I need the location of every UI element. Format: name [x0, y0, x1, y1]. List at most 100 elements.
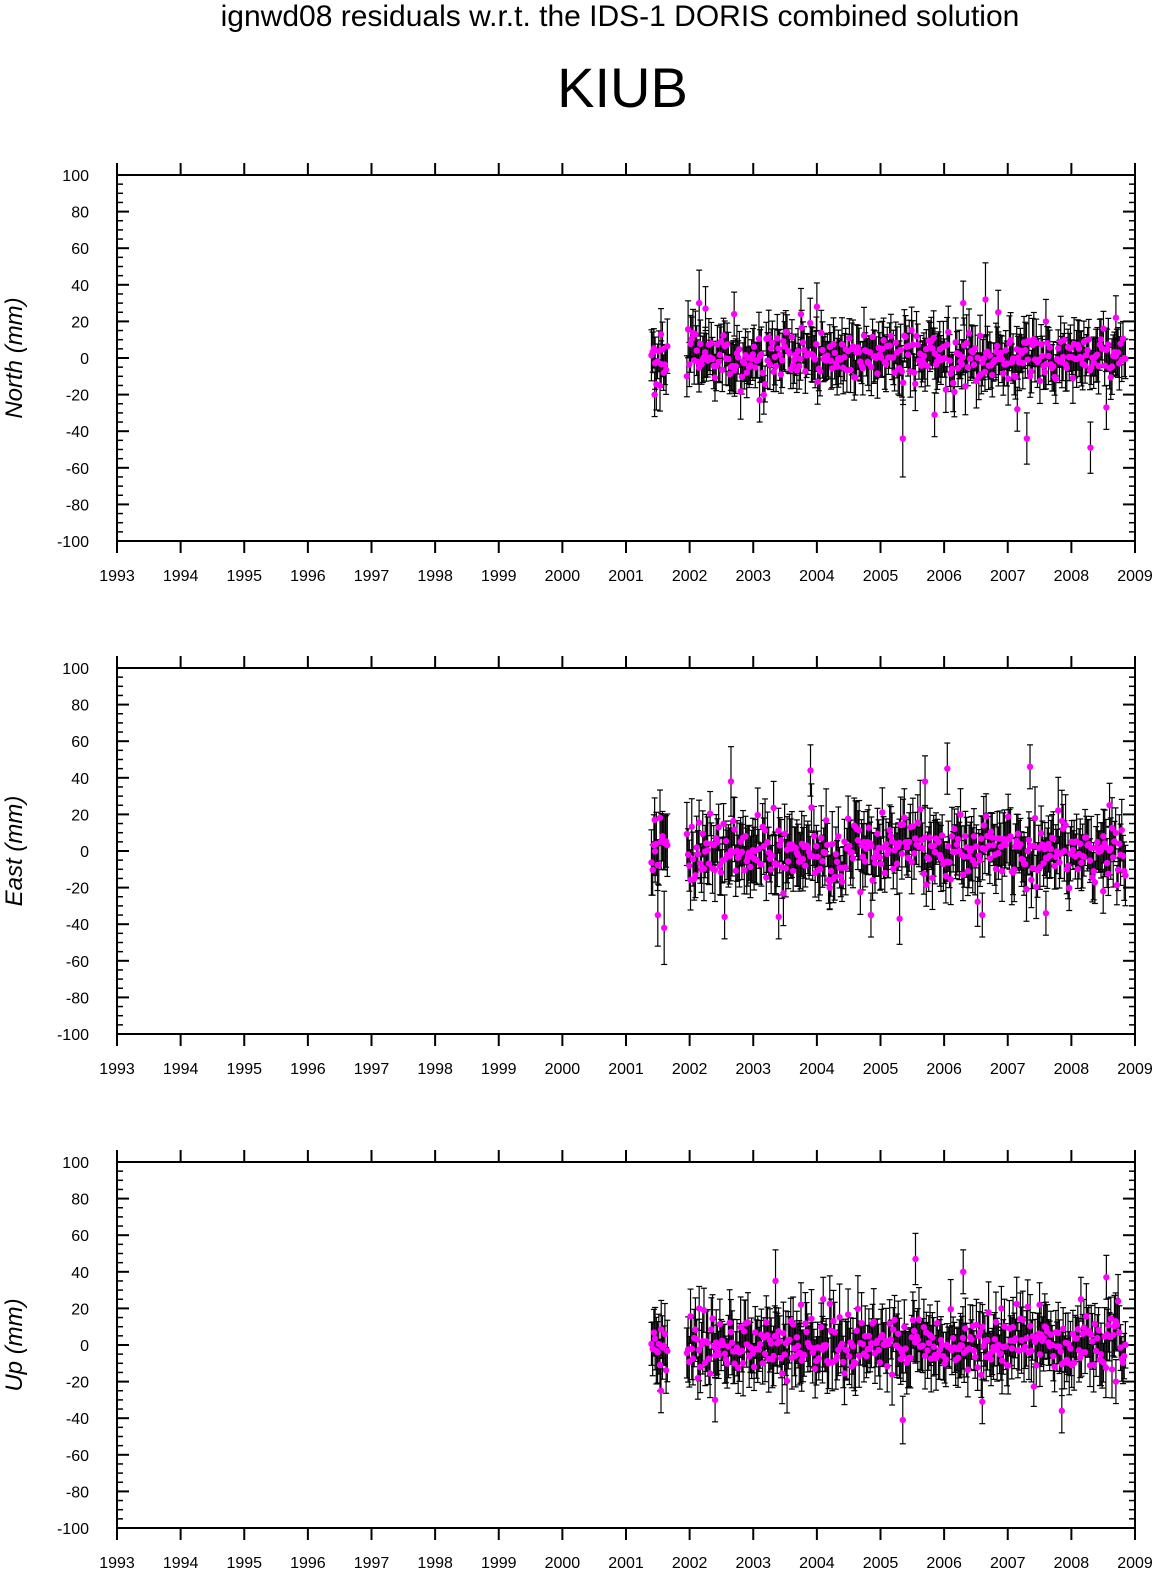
- data-point: [1077, 840, 1084, 847]
- data-point: [882, 360, 890, 368]
- data-point: [948, 832, 956, 840]
- data-point: [855, 1352, 863, 1360]
- data-point: [1091, 879, 1099, 886]
- data-point: [1050, 363, 1057, 370]
- data-point: [843, 1347, 851, 1354]
- data-point: [1029, 864, 1036, 872]
- data-point: [792, 844, 799, 852]
- data-point: [755, 1346, 763, 1353]
- data-point: [730, 817, 737, 825]
- data-point: [1084, 346, 1091, 354]
- data-point: [749, 351, 757, 358]
- data-point: [854, 344, 862, 351]
- data-point: [684, 851, 692, 858]
- data-point: [1089, 874, 1096, 881]
- data-point: [656, 1361, 664, 1369]
- y-tick-label: -40: [66, 424, 89, 441]
- data-point: [919, 845, 926, 852]
- data-point: [912, 380, 919, 387]
- data-point: [1119, 852, 1127, 860]
- data-point: [908, 1334, 915, 1341]
- data-point: [876, 854, 884, 861]
- data-point: [723, 341, 731, 348]
- data-point: [920, 1324, 928, 1331]
- x-tick-label: 2009: [1117, 1061, 1153, 1078]
- data-point: [780, 890, 787, 897]
- data-point: [794, 347, 802, 355]
- data-point: [697, 1363, 704, 1371]
- data-point: [720, 820, 727, 827]
- station-name: KIUB: [557, 56, 688, 119]
- data-point: [1094, 838, 1101, 846]
- data-point: [783, 1377, 791, 1385]
- data-point: [1004, 375, 1012, 382]
- data-point: [747, 362, 754, 369]
- x-tick-label: 2000: [545, 568, 581, 585]
- data-point: [700, 865, 708, 872]
- data-point: [934, 1319, 941, 1327]
- data-point: [777, 837, 785, 844]
- data-point: [1042, 361, 1050, 368]
- data-point: [833, 858, 841, 865]
- data-point: [1046, 344, 1053, 351]
- data-point: [841, 353, 848, 361]
- data-point: [705, 1355, 713, 1362]
- data-point: [1033, 883, 1040, 891]
- data-point: [1050, 835, 1057, 842]
- data-point: [814, 853, 821, 860]
- data-point: [829, 365, 836, 372]
- panel-up: 100 80 60 40 20 0 -20 -40 -60 -80 -100 1993 1994 1995…: [1, 1150, 1153, 1572]
- data-point: [1036, 377, 1044, 385]
- data-point: [921, 834, 929, 841]
- data-point: [1101, 362, 1108, 369]
- data-point: [756, 1341, 764, 1348]
- x-tick-label: 2006: [926, 1555, 962, 1572]
- y-axis-label: Up (mm): [1, 1298, 28, 1391]
- data-point: [821, 849, 829, 856]
- y-tick-label: 20: [71, 314, 89, 331]
- y-tick-label: -20: [66, 1375, 89, 1392]
- data-point: [1024, 847, 1031, 855]
- data-point: [769, 852, 776, 859]
- data-point: [767, 1340, 775, 1347]
- data-point: [937, 855, 945, 862]
- data-point: [921, 778, 929, 785]
- x-tick-label: 1999: [481, 568, 517, 585]
- data-point: [1025, 337, 1033, 344]
- data-point: [686, 361, 693, 368]
- data-point: [938, 832, 946, 839]
- data-point: [739, 1359, 747, 1367]
- data-point: [885, 846, 892, 854]
- data-point: [766, 361, 774, 368]
- data-point: [726, 1319, 733, 1327]
- data-point: [1075, 345, 1083, 352]
- data-point: [738, 373, 746, 381]
- x-tick-label: 1999: [481, 1061, 517, 1078]
- data-point: [982, 813, 990, 820]
- data-point: [705, 860, 713, 867]
- data-point: [962, 832, 969, 840]
- data-point: [730, 310, 738, 318]
- data-point: [855, 348, 863, 356]
- data-point: [686, 862, 693, 869]
- data-point: [986, 352, 994, 359]
- data-point: [984, 832, 991, 840]
- data-point: [896, 915, 903, 922]
- y-tick-label: -40: [66, 917, 89, 934]
- x-tick-label: 2002: [672, 1061, 708, 1078]
- data-point: [830, 340, 837, 348]
- x-tick-label: 2004: [799, 568, 835, 585]
- data-point: [689, 1355, 697, 1362]
- data-point: [750, 1363, 758, 1371]
- data-point: [702, 349, 709, 356]
- data-point: [887, 1336, 895, 1343]
- x-tick-label: 2004: [799, 1061, 835, 1078]
- data-point: [761, 827, 769, 834]
- data-point: [723, 1360, 731, 1367]
- data-point: [728, 1339, 736, 1347]
- data-point: [727, 1328, 735, 1336]
- data-point: [659, 346, 666, 353]
- data-point: [1042, 910, 1050, 917]
- data-points: [648, 763, 1129, 932]
- x-tick-label: 1996: [290, 1061, 326, 1078]
